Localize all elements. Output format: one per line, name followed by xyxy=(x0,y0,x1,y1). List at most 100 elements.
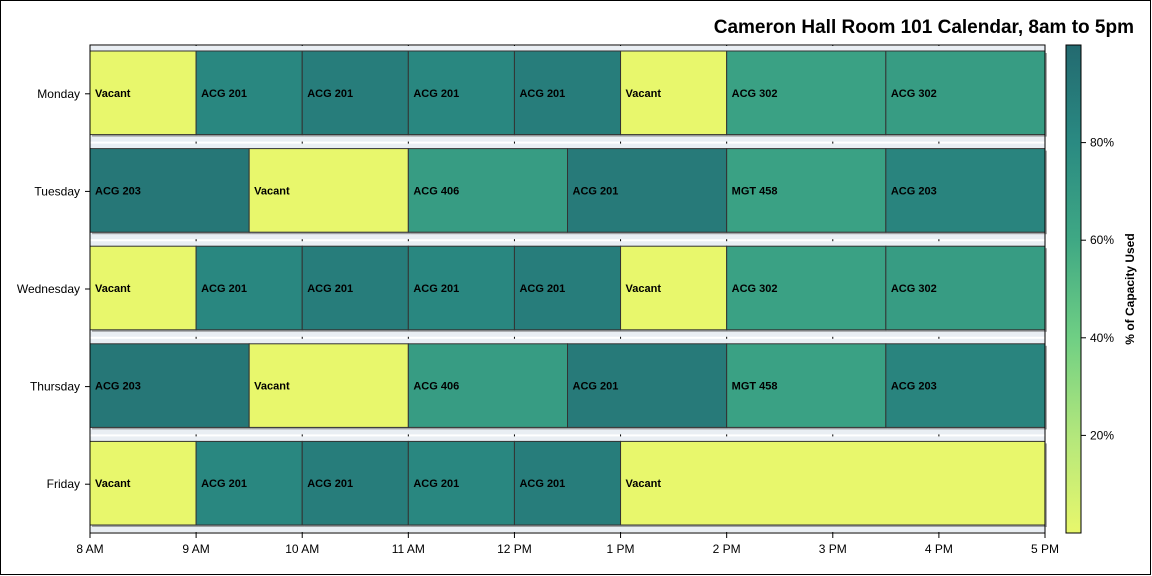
x-tick-label: 10 AM xyxy=(285,542,319,556)
x-tick-label: 2 PM xyxy=(713,542,741,556)
schedule-block: ACG 201 xyxy=(195,245,305,332)
block-label: Vacant xyxy=(95,88,131,100)
schedule-block: ACG 203 xyxy=(885,343,1047,430)
chart-title: Cameron Hall Room 101 Calendar, 8am to 5… xyxy=(714,17,1134,38)
block-bar xyxy=(726,50,887,136)
block-bar xyxy=(248,148,409,233)
block-label: ACG 406 xyxy=(413,381,459,393)
schedule-block: Vacant xyxy=(620,245,729,332)
schedule-block: ACG 201 xyxy=(301,245,411,332)
schedule-block: ACG 302 xyxy=(726,50,888,137)
schedule-block: MGT 458 xyxy=(726,343,888,430)
y-tick-label: Tuesday xyxy=(34,184,80,198)
block-bar xyxy=(885,245,1046,331)
block-label: Vacant xyxy=(254,381,290,393)
block-bar xyxy=(195,245,303,331)
block-label: ACG 201 xyxy=(413,478,459,490)
schedule-block: ACG 201 xyxy=(513,440,623,527)
x-tick-label: 11 AM xyxy=(392,542,425,556)
block-bar xyxy=(195,440,303,526)
schedule-block: ACG 201 xyxy=(407,440,517,527)
block-label: ACG 201 xyxy=(307,88,353,100)
x-tick-label: 3 PM xyxy=(819,542,847,556)
block-bar xyxy=(407,440,515,526)
block-label: ACG 201 xyxy=(519,88,565,100)
block-label: ACG 302 xyxy=(732,283,778,295)
block-label: ACG 201 xyxy=(519,478,565,490)
block-bar xyxy=(301,245,409,331)
block-label: ACG 201 xyxy=(201,88,247,100)
schedule-block: ACG 201 xyxy=(195,440,305,527)
block-label: ACG 201 xyxy=(201,283,247,295)
block-label: ACG 201 xyxy=(413,88,459,100)
colorbar: 20% 40% 60% 80% % of Capacity Used xyxy=(1065,44,1137,534)
block-bar xyxy=(620,245,728,331)
block-bar xyxy=(89,245,197,331)
block-label: Vacant xyxy=(254,185,290,197)
x-axis: 8 AM 9 AM 10 AM 11 AM 12 PM 1 PM 2 PM 3 PM 4 PM 5… xyxy=(76,533,1059,556)
block-label: ACG 201 xyxy=(573,185,619,197)
colorbar-tick-label: 40% xyxy=(1090,331,1114,345)
block-label: ACG 302 xyxy=(732,88,778,100)
y-axis: Monday Tuesday Wednesday Thursday Friday xyxy=(17,87,90,491)
block-label: ACG 203 xyxy=(95,381,141,393)
block-bar xyxy=(620,440,1046,526)
block-bar xyxy=(407,148,569,233)
x-tick-label: 4 PM xyxy=(925,542,953,556)
block-bar xyxy=(567,343,728,428)
block-label: ACG 201 xyxy=(307,478,353,490)
block-bar xyxy=(885,148,1046,233)
block-label: ACG 302 xyxy=(891,283,937,295)
block-bar xyxy=(89,148,250,233)
block-label: ACG 203 xyxy=(891,381,937,393)
schedule-block: ACG 406 xyxy=(407,148,570,235)
schedule-block: ACG 201 xyxy=(195,50,305,137)
block-bar xyxy=(620,50,728,136)
block-label: ACG 201 xyxy=(519,283,565,295)
schedule-block: Vacant xyxy=(89,440,199,527)
block-label: MGT 458 xyxy=(732,381,778,393)
schedule-block: ACG 302 xyxy=(885,245,1047,332)
block-label: ACG 201 xyxy=(201,478,247,490)
block-label: Vacant xyxy=(626,478,662,490)
schedule-block: MGT 458 xyxy=(726,148,888,235)
schedule-block: Vacant xyxy=(89,50,199,137)
block-bar xyxy=(407,245,515,331)
block-label: Vacant xyxy=(95,283,131,295)
schedule-blocks: Vacant ACG 201 ACG 201 ACG 201 ACG 201 Vacant… xyxy=(89,50,1047,527)
block-label: ACG 406 xyxy=(413,185,459,197)
block-bar xyxy=(301,50,409,136)
block-bar xyxy=(89,343,250,428)
colorbar-tick-label: 80% xyxy=(1090,136,1114,150)
schedule-block: ACG 302 xyxy=(726,245,888,332)
schedule-block: Vacant xyxy=(620,440,1047,527)
x-tick-label: 1 PM xyxy=(607,542,635,556)
block-bar xyxy=(248,343,409,428)
block-label: ACG 201 xyxy=(573,381,619,393)
block-bar xyxy=(195,50,303,136)
block-label: Vacant xyxy=(626,88,662,100)
schedule-block: ACG 201 xyxy=(407,50,517,137)
block-bar xyxy=(885,50,1046,136)
block-label: MGT 458 xyxy=(732,185,778,197)
schedule-block: ACG 201 xyxy=(513,245,623,332)
schedule-block: Vacant xyxy=(89,245,199,332)
schedule-block: ACG 201 xyxy=(301,50,411,137)
schedule-block: Vacant xyxy=(248,148,411,235)
schedule-block: Vacant xyxy=(620,50,729,137)
block-bar xyxy=(726,343,887,428)
schedule-block: ACG 201 xyxy=(513,50,623,137)
colorbar-tick-label: 60% xyxy=(1090,233,1114,247)
colorbar-title: % of Capacity Used xyxy=(1123,233,1137,344)
schedule-block: ACG 203 xyxy=(89,343,252,430)
block-label: ACG 203 xyxy=(95,185,141,197)
block-bar xyxy=(726,148,887,233)
block-label: Vacant xyxy=(95,478,131,490)
block-bar xyxy=(885,343,1046,428)
schedule-block: ACG 302 xyxy=(885,50,1047,137)
schedule-block: ACG 203 xyxy=(89,148,252,235)
block-label: ACG 201 xyxy=(307,283,353,295)
schedule-block: Vacant xyxy=(248,343,411,430)
schedule-block: ACG 201 xyxy=(407,245,517,332)
